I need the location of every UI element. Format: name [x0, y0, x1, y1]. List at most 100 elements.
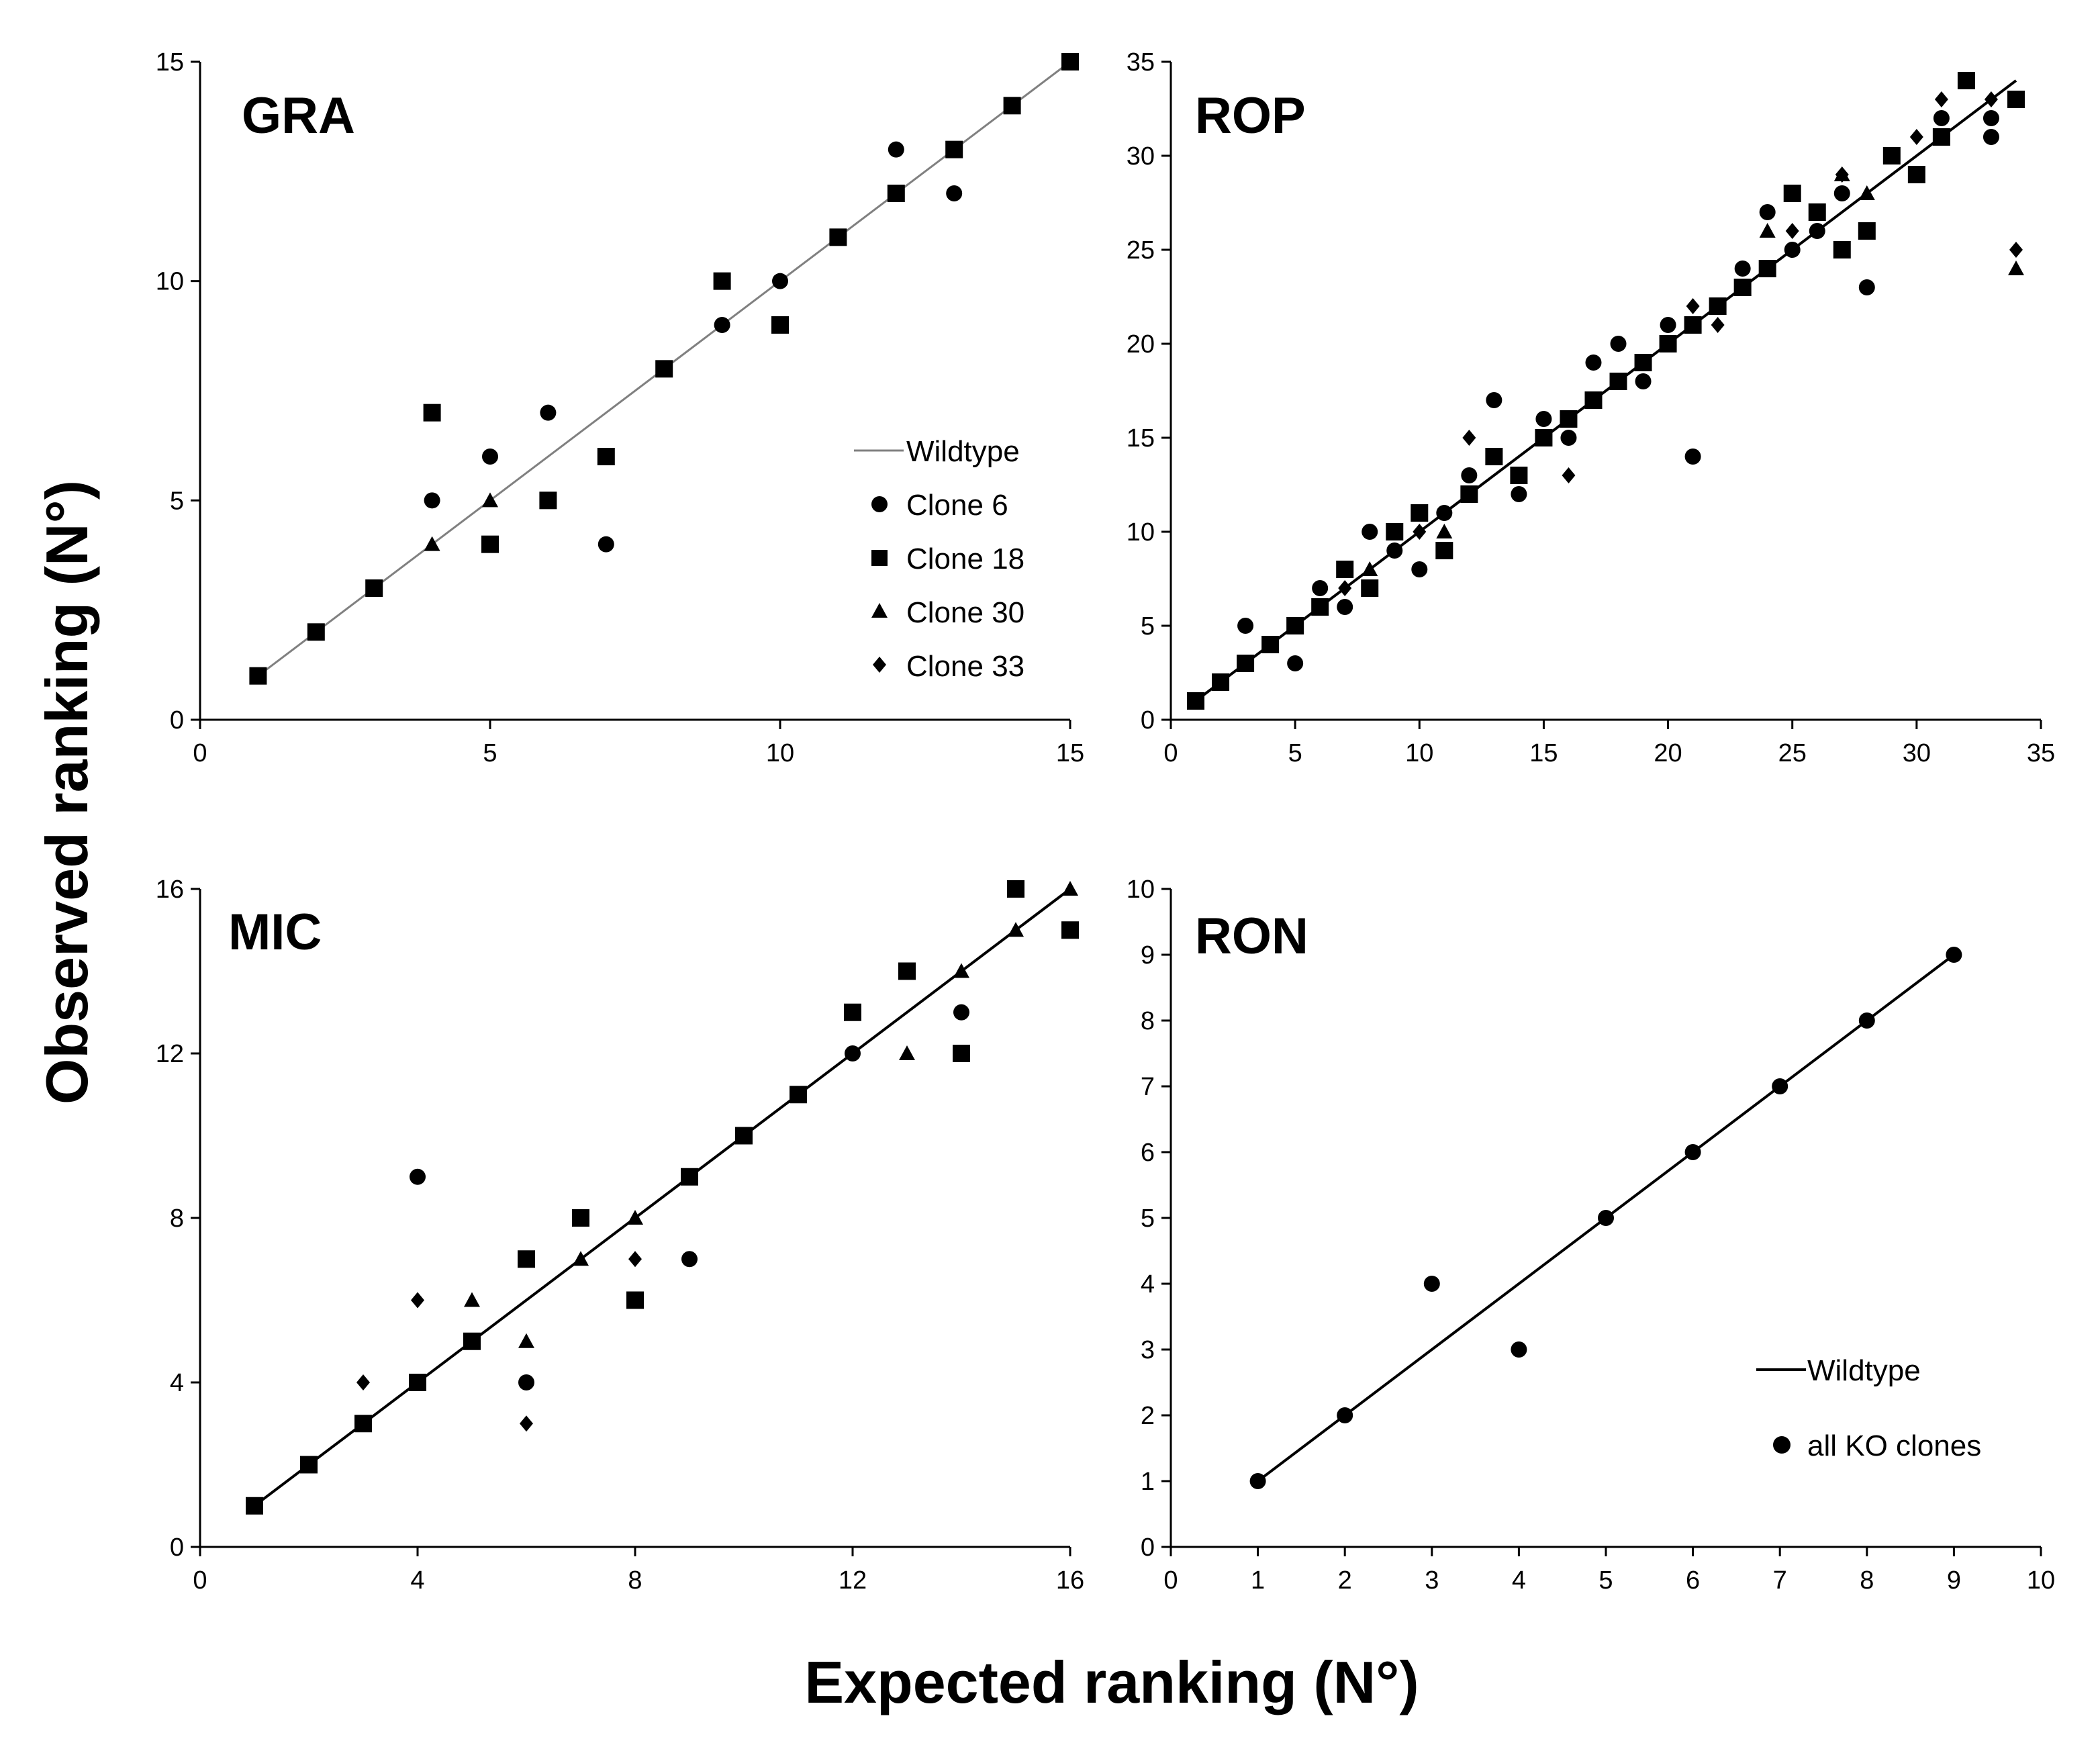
ron-all-ko-clones-point: [1511, 1341, 1527, 1358]
gra-clone-18-point: [539, 491, 557, 510]
rop-clone-33-point: [1835, 167, 1849, 183]
y-tick-label: 10: [1127, 518, 1155, 547]
x-tick-label: 7: [1773, 1566, 1787, 1595]
x-axis-title: Expected ranking (N°): [804, 1649, 1419, 1715]
gra-clone-18-point: [365, 579, 383, 597]
x-tick-label: 5: [1288, 739, 1302, 767]
rop-clone-30-point: [1362, 561, 1378, 576]
rop-clone-6-point: [1734, 261, 1751, 277]
mic-clone-18-point: [518, 1250, 535, 1268]
rop-clone-33-point: [1338, 580, 1352, 596]
x-tick-label: 12: [839, 1566, 867, 1595]
gra-clone-18-point: [423, 404, 441, 422]
mic-clone-33-point: [411, 1292, 424, 1309]
rop-clone-18-point: [1634, 354, 1652, 371]
rop-clone-18-point: [1907, 166, 1925, 183]
rop-clone-6-point: [1386, 542, 1403, 559]
ron-all-ko-clones-point: [1946, 947, 1962, 963]
legend-label-clone-6: Clone 6: [906, 489, 1008, 522]
rop-clone-18-point: [1957, 72, 1975, 89]
y-tick-label: 15: [156, 48, 184, 77]
mic-clone-30-point: [518, 1333, 534, 1348]
x-tick-label: 15: [1056, 739, 1084, 767]
ron-legend: Wildtype all KO clones: [1756, 1354, 1981, 1462]
y-tick-label: 2: [1141, 1402, 1155, 1430]
x-tick-label: 8: [628, 1566, 642, 1595]
rop-clone-33-point: [1711, 317, 1725, 333]
y-tick-label: 0: [1141, 706, 1155, 735]
legend-marker-clone-6: [871, 496, 888, 512]
rop-clone-6-point: [1858, 279, 1875, 295]
ron-all-ko-clones-point: [1858, 1012, 1875, 1029]
rop-clone-18-point: [1560, 410, 1578, 428]
rop-clone-18-point: [1237, 655, 1255, 672]
mic-clone-18-point: [844, 1003, 861, 1021]
y-tick-label: 5: [1141, 1205, 1155, 1233]
mic-clone-18-point: [300, 1456, 318, 1474]
y-tick-label: 12: [156, 1040, 184, 1068]
mic-clone-30-point: [1062, 881, 1078, 896]
rop-clone-18-point: [1435, 542, 1453, 559]
y-tick-label: 1: [1141, 1468, 1155, 1496]
gra-clone-18-point: [945, 140, 963, 158]
rop-clone-6-point: [1983, 110, 1999, 126]
rop-clone-18-point: [1684, 316, 1702, 334]
x-tick-label: 1: [1251, 1566, 1265, 1595]
x-tick-label: 35: [2027, 739, 2055, 767]
rop-clone-33-point: [1909, 129, 1923, 145]
gra-clone-18-point: [597, 448, 615, 465]
rop-clone-6-point: [1337, 599, 1353, 615]
rop-clone-18-point: [2007, 91, 2025, 108]
y-tick-label: 4: [170, 1369, 184, 1397]
mic-clone-18-point: [463, 1332, 481, 1350]
mic-clone-30-point: [627, 1210, 643, 1225]
y-tick-label: 0: [1141, 1533, 1155, 1562]
panel-title-gra: GRA: [242, 87, 355, 144]
y-tick-label: 20: [1127, 330, 1155, 359]
y-tick-label: 3: [1141, 1336, 1155, 1364]
x-tick-label: 4: [410, 1566, 424, 1595]
rop-clone-33-point: [2009, 242, 2023, 258]
mic-clone-30-point: [573, 1251, 589, 1266]
gra-clone-6-point: [540, 404, 557, 421]
rop-clone-6-point: [1411, 561, 1428, 577]
gra-clone-18-point: [1003, 97, 1021, 115]
gra-clone-18-point: [655, 360, 673, 378]
mic-clone-6-point: [953, 1004, 969, 1021]
x-tick-label: 9: [1947, 1566, 1961, 1595]
legend-label-wildtype: Wildtype: [1807, 1354, 1921, 1387]
rop-clone-18-point: [1659, 335, 1677, 352]
x-tick-label: 5: [1598, 1566, 1613, 1595]
x-tick-label: 10: [2027, 1566, 2055, 1595]
x-tick-label: 20: [1654, 739, 1682, 767]
rop-clone-33-point: [1686, 298, 1700, 314]
mic-clone-33-point: [356, 1374, 370, 1390]
gra-panel: GRA Wildtype Clone 6 Clone 18 Clone 30 C…: [156, 48, 1084, 767]
rop-clone-18-point: [1758, 260, 1776, 277]
rop-panel: ROP 0 5 10 15 20 25 30 35 0 5 10 15 20 25 30 35: [1127, 48, 2055, 767]
mic-clone-18-point: [681, 1168, 698, 1186]
gra-clone-6-point: [714, 317, 730, 333]
mic-clone-18-point: [953, 1045, 970, 1062]
rop-clone-6-point: [1560, 430, 1577, 446]
x-tick-label: 3: [1425, 1566, 1439, 1595]
y-tick-label: 8: [1141, 1007, 1155, 1035]
legend-label-all-ko-clones: all KO clones: [1807, 1429, 1981, 1462]
rop-clone-6-point: [1833, 185, 1850, 201]
rop-clone-18-point: [1386, 523, 1404, 540]
rop-clone-30-point: [1858, 185, 1875, 200]
y-tick-label: 4: [1141, 1270, 1155, 1299]
rop-clone-18-point: [1212, 673, 1230, 691]
mic-clone-18-point: [572, 1209, 589, 1227]
rop-clone-6-point: [1436, 505, 1453, 521]
x-tick-label: 15: [1529, 739, 1558, 767]
ron-all-ko-clones-point: [1598, 1210, 1614, 1226]
gra-clone-18-point: [713, 272, 731, 290]
y-tick-label: 8: [170, 1205, 184, 1233]
y-tick-label: 25: [1127, 236, 1155, 265]
x-tick-label: 0: [193, 739, 207, 767]
mic-clone-18-point: [354, 1415, 372, 1433]
x-tick-label: 5: [483, 739, 497, 767]
rop-clone-18-point: [1535, 429, 1553, 446]
gra-clone-18-point: [481, 535, 499, 553]
